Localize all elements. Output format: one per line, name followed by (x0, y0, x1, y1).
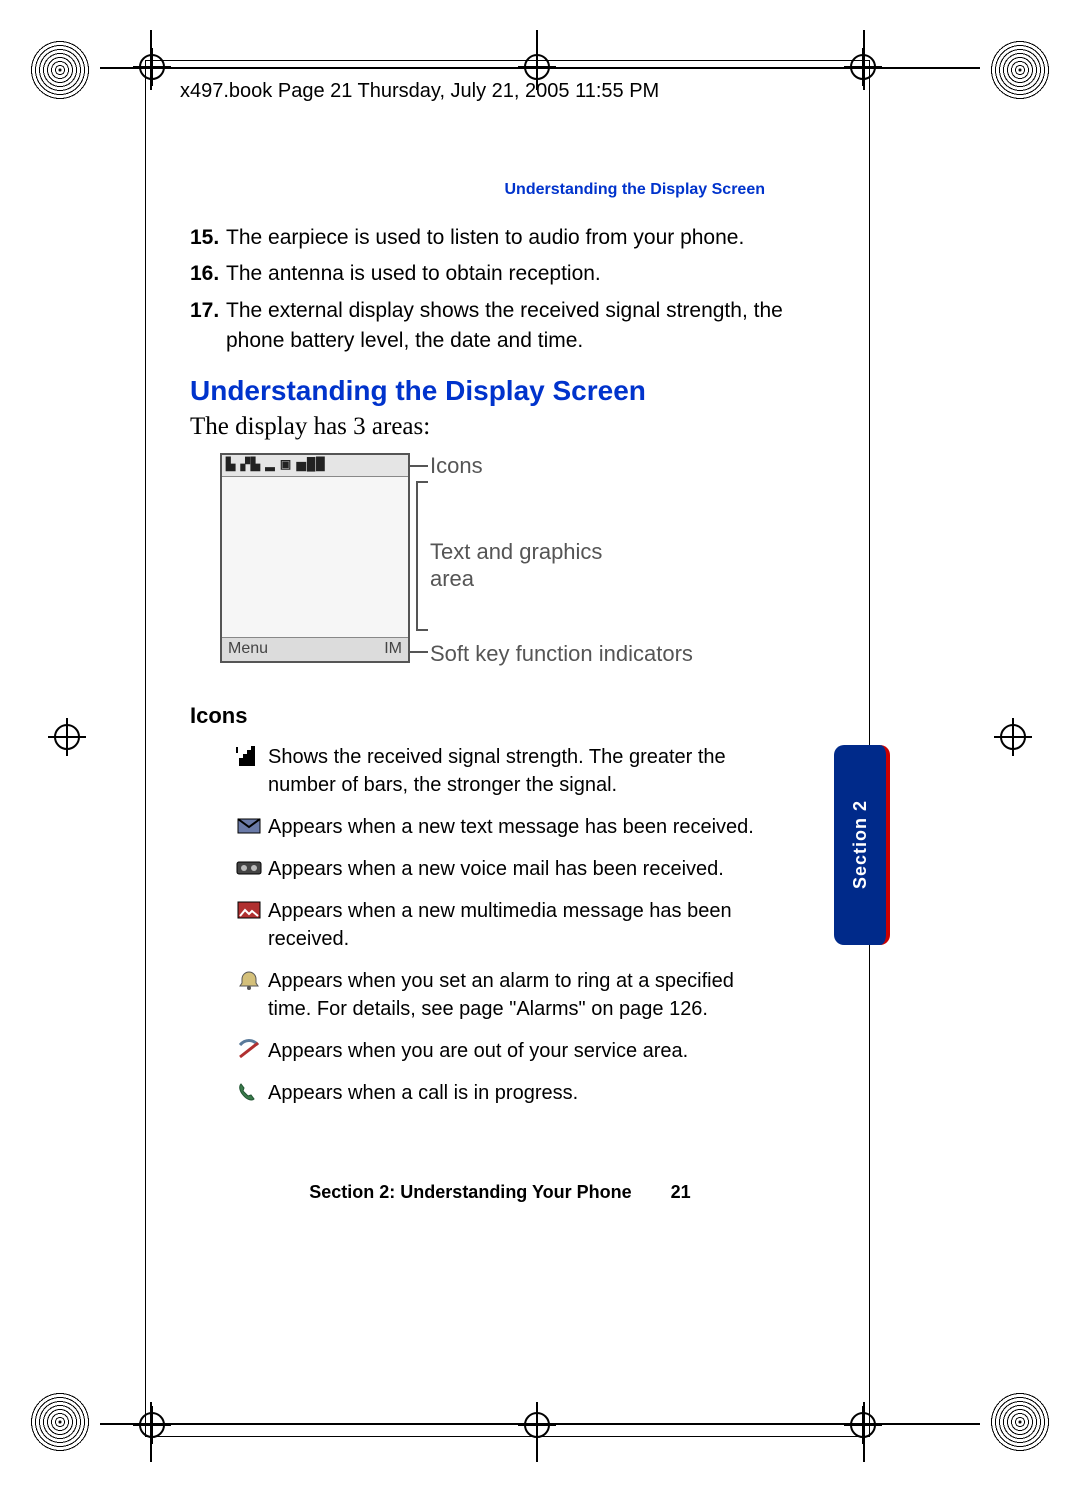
voicemail-icon (230, 855, 268, 879)
crop-line (536, 1402, 538, 1462)
table-row: Appears when a call is in progress. (230, 1079, 770, 1107)
signal-strength-icon (230, 743, 268, 767)
table-row: Appears when you are out of your service… (230, 1037, 770, 1065)
callout-icons-label: Icons (430, 453, 483, 479)
callout-body-label: Text and graphics area (430, 538, 630, 593)
phone-icon-bar: ▙ ▞▙ ▂ ▣ ▅█▉ (222, 455, 408, 477)
registration-mark-icon (996, 720, 1030, 754)
registration-mark-icon (135, 1408, 169, 1442)
list-number: 15. (190, 223, 226, 253)
crop-rosette-icon (990, 1392, 1050, 1452)
table-row: Appears when a new text message has been… (230, 813, 770, 841)
list-number: 16. (190, 259, 226, 289)
crop-rosette-icon (30, 1392, 90, 1452)
list-item: 17. The external display shows the recei… (190, 296, 810, 357)
icon-description: Appears when a call is in progress. (268, 1079, 770, 1107)
mms-icon (230, 897, 268, 921)
icon-description: Appears when a new multimedia message ha… (268, 897, 770, 953)
crop-line (863, 1402, 865, 1462)
crop-rosette-icon (30, 40, 90, 100)
table-row: Appears when a new voice mail has been r… (230, 855, 770, 883)
softkey-right-label: IM (384, 640, 402, 659)
crop-line (150, 30, 152, 90)
callout-softkey-label: Soft key function indicators (430, 641, 750, 667)
icon-description: Appears when a new text message has been… (268, 813, 770, 841)
message-icon (230, 813, 268, 837)
crop-rosette-icon (990, 40, 1050, 100)
icon-description: Shows the received signal strength. The … (268, 743, 770, 799)
table-row: Appears when you set an alarm to ring at… (230, 967, 770, 1023)
crop-line (100, 1423, 980, 1425)
callout-leader-line (410, 651, 428, 653)
footer-title: Section 2: Understanding Your Phone (309, 1182, 631, 1202)
list-text: The external display shows the received … (226, 296, 810, 357)
section-tab: Section 2 (834, 745, 890, 945)
numbered-list: 15. The earpiece is used to listen to au… (190, 223, 810, 357)
callout-leader-line (410, 465, 428, 467)
list-item: 16. The antenna is used to obtain recept… (190, 259, 810, 289)
phone-screen-illustration: ▙ ▞▙ ▂ ▣ ▅█▉ Menu IM (220, 453, 410, 663)
crop-line (100, 67, 980, 69)
section-tab-label: Section 2 (850, 800, 871, 889)
page-content: x497.book Page 21 Thursday, July 21, 200… (190, 80, 810, 1121)
table-row: Appears when a new multimedia message ha… (230, 897, 770, 953)
list-text: The antenna is used to obtain reception. (226, 259, 810, 289)
registration-mark-icon (50, 720, 84, 754)
intro-text: The display has 3 areas: (190, 413, 810, 441)
print-meta-line: x497.book Page 21 Thursday, July 21, 200… (180, 80, 810, 103)
alarm-icon (230, 967, 268, 991)
icon-description: Appears when you set an alarm to ring at… (268, 967, 770, 1023)
icon-description: Appears when you are out of your service… (268, 1037, 770, 1065)
display-diagram: ▙ ▞▙ ▂ ▣ ▅█▉ Menu IM Icons Text and grap… (220, 453, 720, 673)
page-number: 21 (671, 1182, 691, 1202)
no-service-icon (230, 1037, 268, 1061)
phone-softkey-bar: Menu IM (222, 637, 408, 661)
softkey-left-label: Menu (228, 640, 268, 659)
page-footer: Section 2: Understanding Your Phone 21 (190, 1182, 810, 1203)
section-title: Understanding the Display Screen (190, 375, 810, 407)
call-in-progress-icon (230, 1079, 268, 1103)
callout-bracket (416, 481, 418, 631)
crop-line (150, 1402, 152, 1462)
icons-subheading: Icons (190, 703, 810, 729)
running-header: Understanding the Display Screen (190, 181, 765, 199)
list-item: 15. The earpiece is used to listen to au… (190, 223, 810, 253)
table-row: Shows the received signal strength. The … (230, 743, 770, 799)
list-text: The earpiece is used to listen to audio … (226, 223, 810, 253)
crop-line (863, 30, 865, 90)
icon-definition-table: Shows the received signal strength. The … (230, 743, 770, 1107)
icon-description: Appears when a new voice mail has been r… (268, 855, 770, 883)
list-number: 17. (190, 296, 226, 357)
